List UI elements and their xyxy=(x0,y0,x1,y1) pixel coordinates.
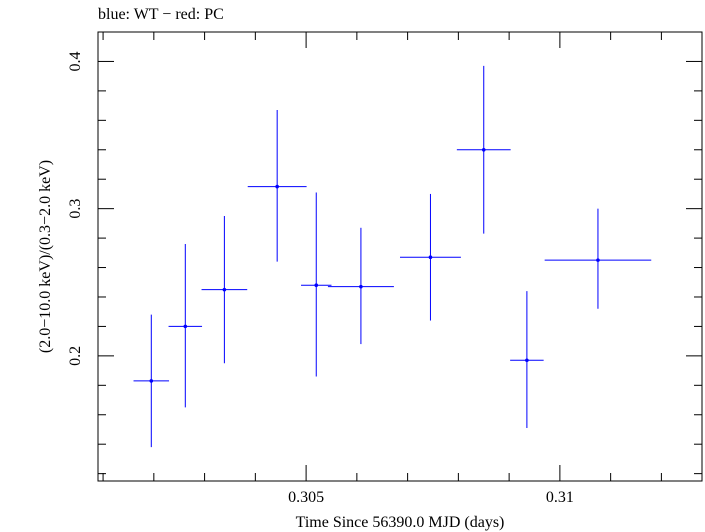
y-tick-label: 0.4 xyxy=(67,51,84,71)
data-point xyxy=(201,216,248,364)
point-marker xyxy=(222,287,227,292)
point-marker xyxy=(359,284,363,289)
chart-title: blue: WT − red: PC xyxy=(98,6,224,23)
axis-ticks xyxy=(98,31,702,481)
x-axis-label: Time Since 56390.0 MJD (days) xyxy=(296,514,505,531)
x-tick-label: 0.305 xyxy=(288,489,324,506)
point-marker xyxy=(596,258,600,262)
axis-tick-labels: 0.305 0.31 0.2 0.3 0.4 xyxy=(67,51,574,506)
point-marker xyxy=(183,324,188,329)
data-point xyxy=(247,110,307,262)
data-point xyxy=(400,193,461,321)
data-point xyxy=(510,291,544,429)
point-marker xyxy=(428,255,433,260)
y-axis-label: (2.0−10.0 keV)/(0.3−2.0 keV) xyxy=(37,160,54,353)
y-tick-label: 0.3 xyxy=(67,199,84,219)
point-marker xyxy=(149,379,154,383)
data-points xyxy=(133,65,652,448)
data-point xyxy=(168,243,203,408)
point-marker xyxy=(525,358,529,363)
point-marker xyxy=(314,283,319,288)
point-marker xyxy=(481,147,486,152)
data-point xyxy=(456,65,511,234)
data-point xyxy=(327,227,394,345)
y-tick-label: 0.2 xyxy=(67,346,84,366)
plot-frame xyxy=(97,31,703,482)
x-tick-label: 0.31 xyxy=(546,489,574,506)
data-point xyxy=(544,208,652,309)
data-point xyxy=(133,314,170,448)
point-marker xyxy=(275,184,279,189)
data-point xyxy=(301,192,332,377)
